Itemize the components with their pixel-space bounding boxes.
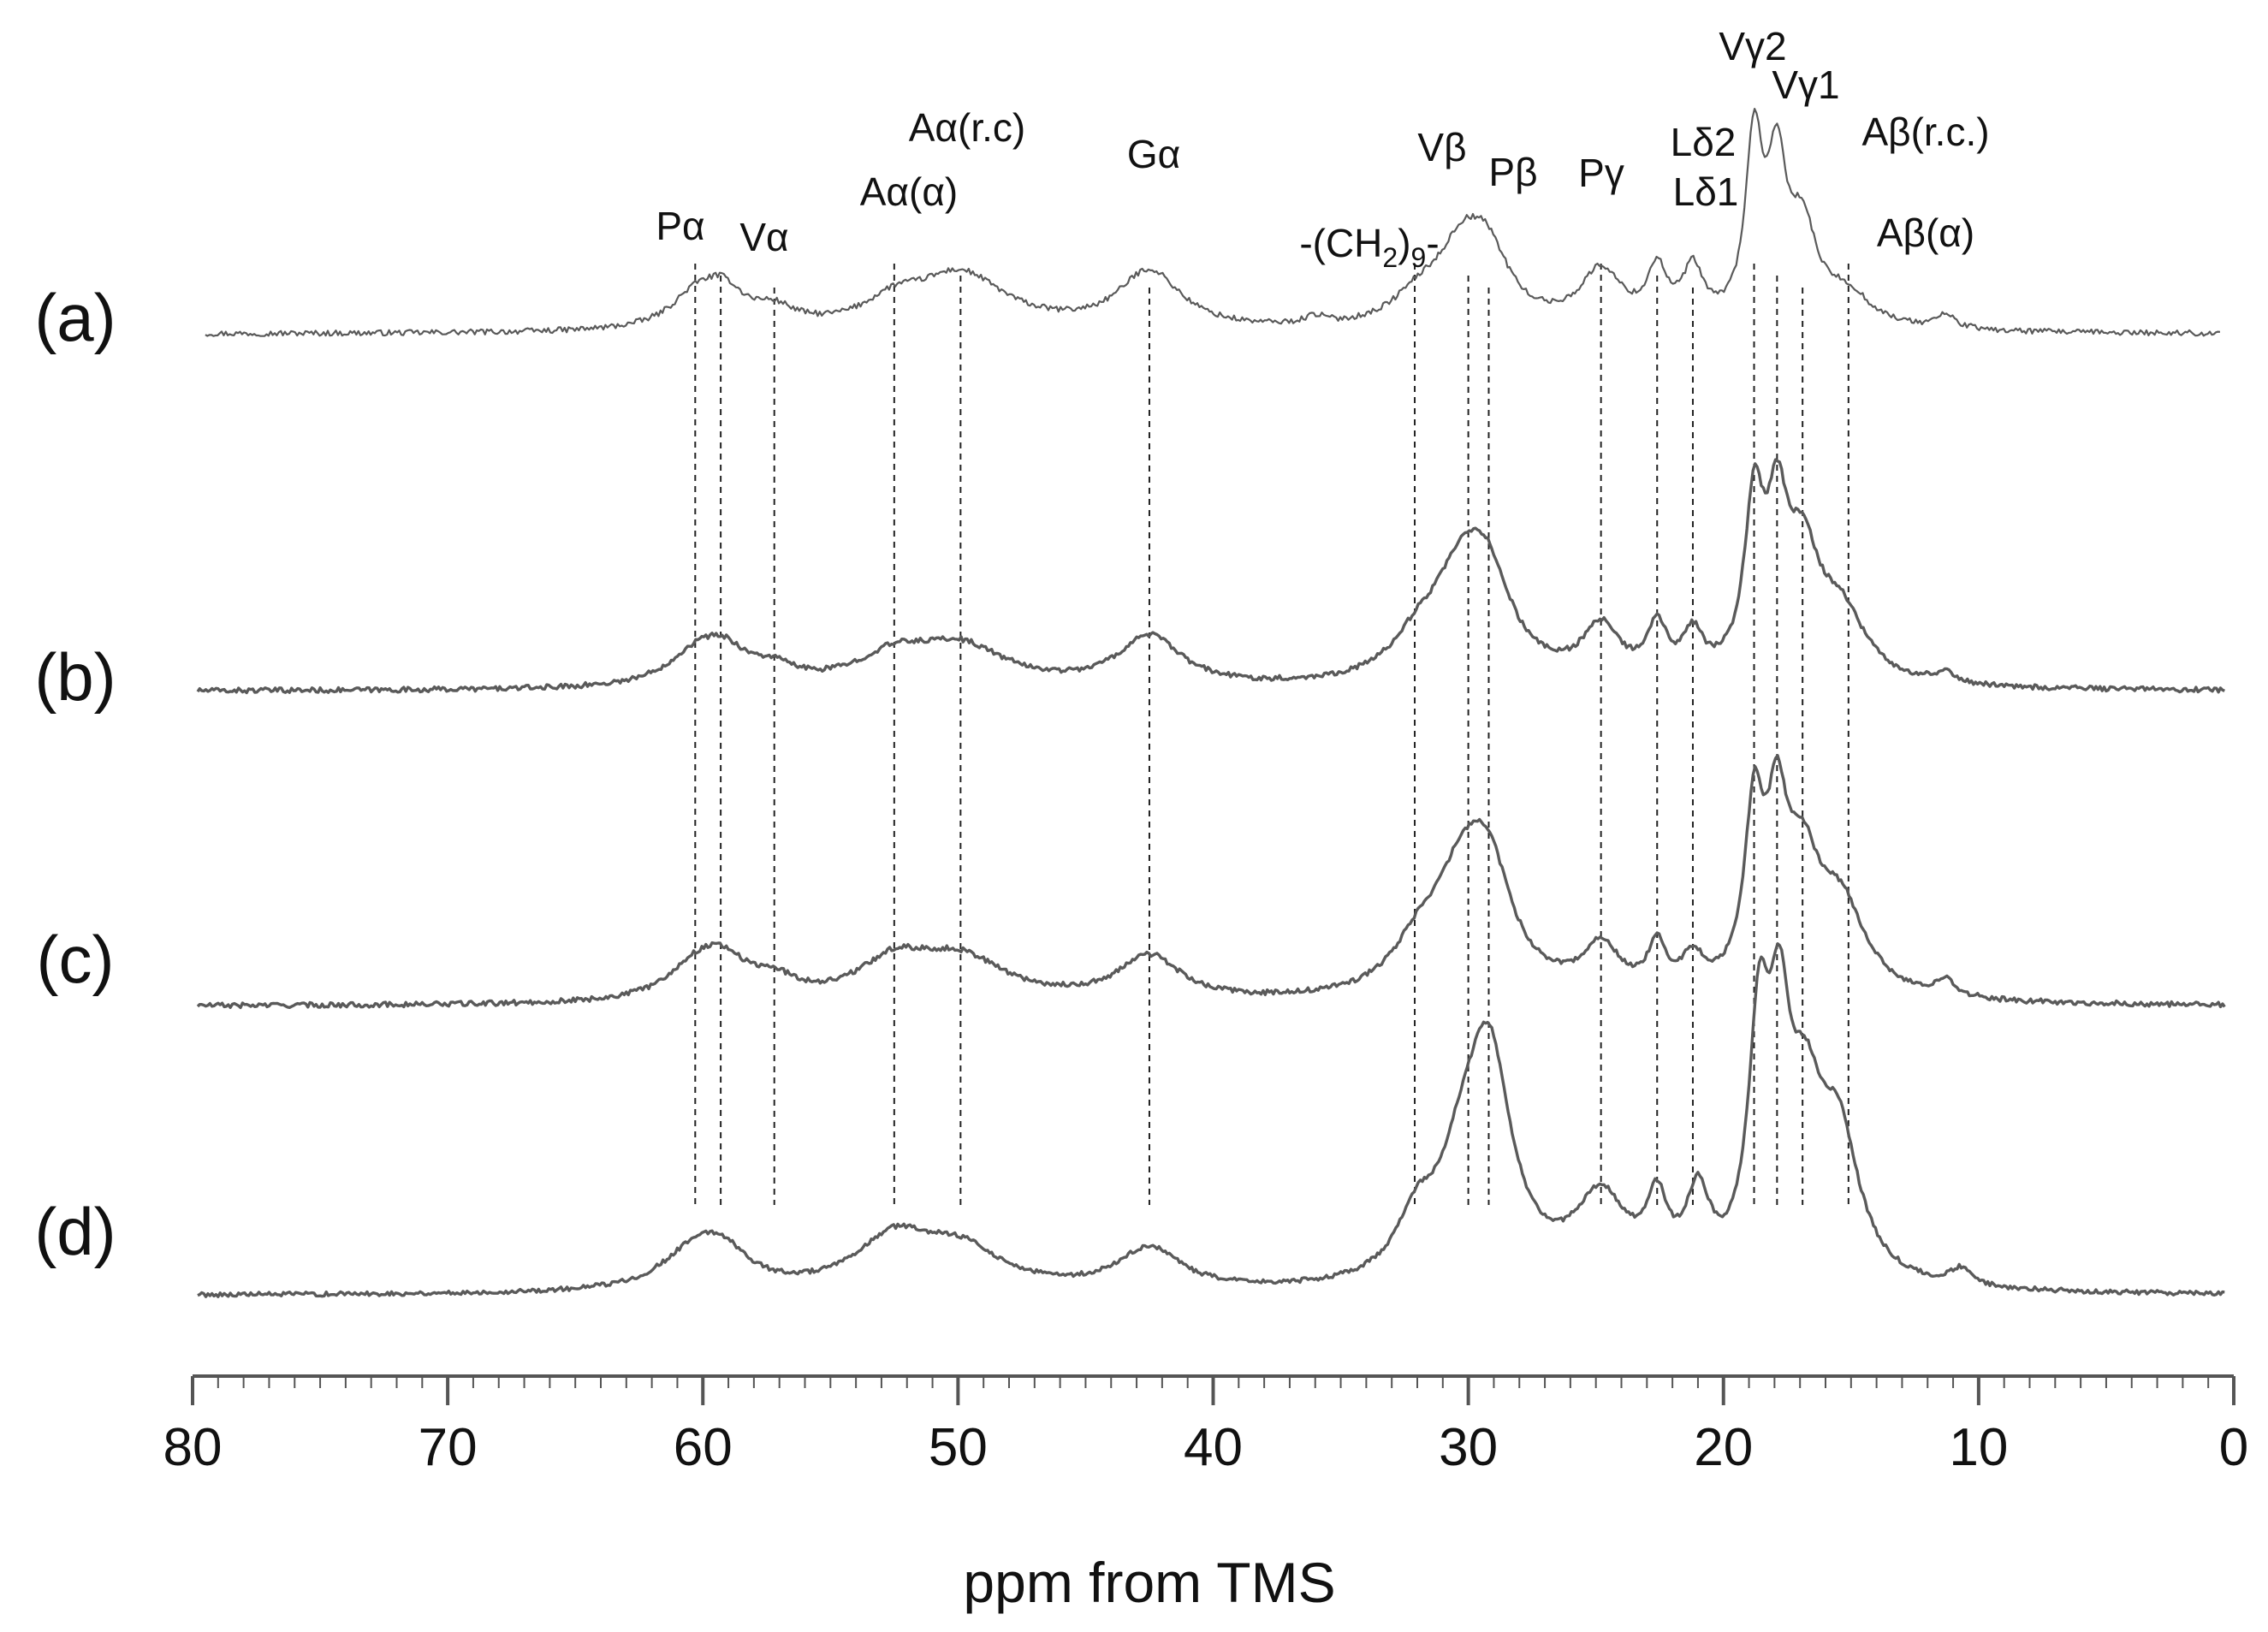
peak-label: Aβ(α) <box>1877 211 1974 255</box>
peak-label: Gα <box>1127 132 1180 176</box>
trace-label-c: (c) <box>37 922 115 997</box>
peak-label: Lδ2 <box>1671 120 1737 164</box>
peak-label: Vγ1 <box>1772 62 1839 107</box>
x-tick-label: 30 <box>1439 1418 1498 1477</box>
spectrum-trace-d <box>197 941 2225 1298</box>
x-tick-label: 20 <box>1694 1418 1753 1477</box>
peak-label: Pα <box>656 204 704 248</box>
trace-label-a: (a) <box>34 280 116 355</box>
x-tick-label: 70 <box>419 1418 478 1477</box>
peak-label: Aα(α) <box>860 169 959 214</box>
x-tick-label: 10 <box>1949 1418 2008 1477</box>
peak-label: Pγ <box>1578 151 1624 195</box>
trace-label-d: (d) <box>34 1194 116 1269</box>
peak-label: Vγ2 <box>1719 24 1786 68</box>
peak-label: Lδ1 <box>1673 169 1739 214</box>
trace-label-b: (b) <box>34 639 116 715</box>
peak-label: Vα <box>739 215 788 259</box>
spectrum-trace-b <box>196 458 2225 695</box>
peak-label: Aα(r.c) <box>909 105 1025 150</box>
spectrum-trace-a <box>205 107 2221 337</box>
x-tick-label: 60 <box>674 1418 733 1477</box>
peak-label: Aβ(r.c.) <box>1861 110 1989 154</box>
peak-label: -(CH2)9- <box>1299 221 1439 273</box>
peak-label: Pβ <box>1488 150 1537 194</box>
peak-guide-lines <box>694 264 1849 1205</box>
x-tick-label: 0 <box>2219 1418 2248 1477</box>
spectra-series: (a) (b) (c) (d) <box>34 107 2226 1298</box>
spectrum-trace-c <box>196 754 2226 1010</box>
peak-label: Vβ <box>1417 125 1466 169</box>
x-tick-label: 40 <box>1184 1418 1243 1477</box>
x-tick-label: 80 <box>163 1418 223 1477</box>
x-axis: 80 70 60 50 40 30 20 10 0 <box>163 1374 2248 1477</box>
x-tick-label: 50 <box>929 1418 988 1477</box>
peak-labels: Pα Vα Aα(α) Aα(r.c) Gα -(CH2)9- Vβ Pβ Pγ Lδ2 Lδ1 Vγ… <box>656 24 1989 273</box>
x-axis-title: ppm from TMS <box>963 1551 1335 1614</box>
